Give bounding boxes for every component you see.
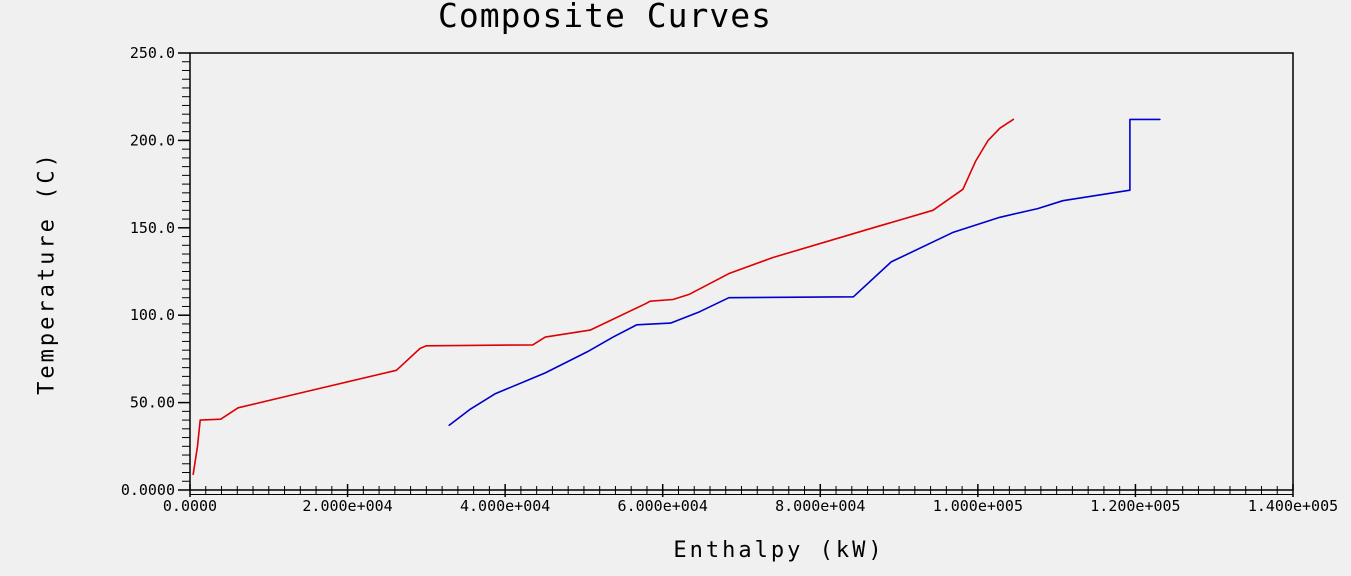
x-tick-label: 0.0000: [163, 497, 217, 515]
y-tick-label: 250.0: [130, 44, 175, 62]
x-tick-label: 2.000e+004: [302, 497, 392, 515]
x-tick-label: 8.000e+004: [775, 497, 865, 515]
x-tick-label: 6.000e+004: [618, 497, 708, 515]
x-tick-label: 1.200e+005: [1090, 497, 1180, 515]
x-tick-label: 4.000e+004: [460, 497, 550, 515]
hot-composite-curve: [192, 118, 1015, 476]
x-tick-label: 1.400e+005: [1248, 497, 1338, 515]
y-tick-label: 200.0: [130, 131, 175, 149]
x-axis-title: Enthalpy (kW): [673, 538, 885, 563]
chart-title: Composite Curves: [438, 0, 772, 35]
y-tick-label: 100.0: [130, 306, 175, 324]
cold-composite-curve: [448, 118, 1161, 427]
y-tick-label: 0.0000: [121, 481, 175, 499]
plot-frame: [189, 52, 1294, 491]
x-tick-label: 1.000e+005: [933, 497, 1023, 515]
y-tick-label: 150.0: [130, 219, 175, 237]
y-tick-label: 50.00: [130, 394, 175, 412]
